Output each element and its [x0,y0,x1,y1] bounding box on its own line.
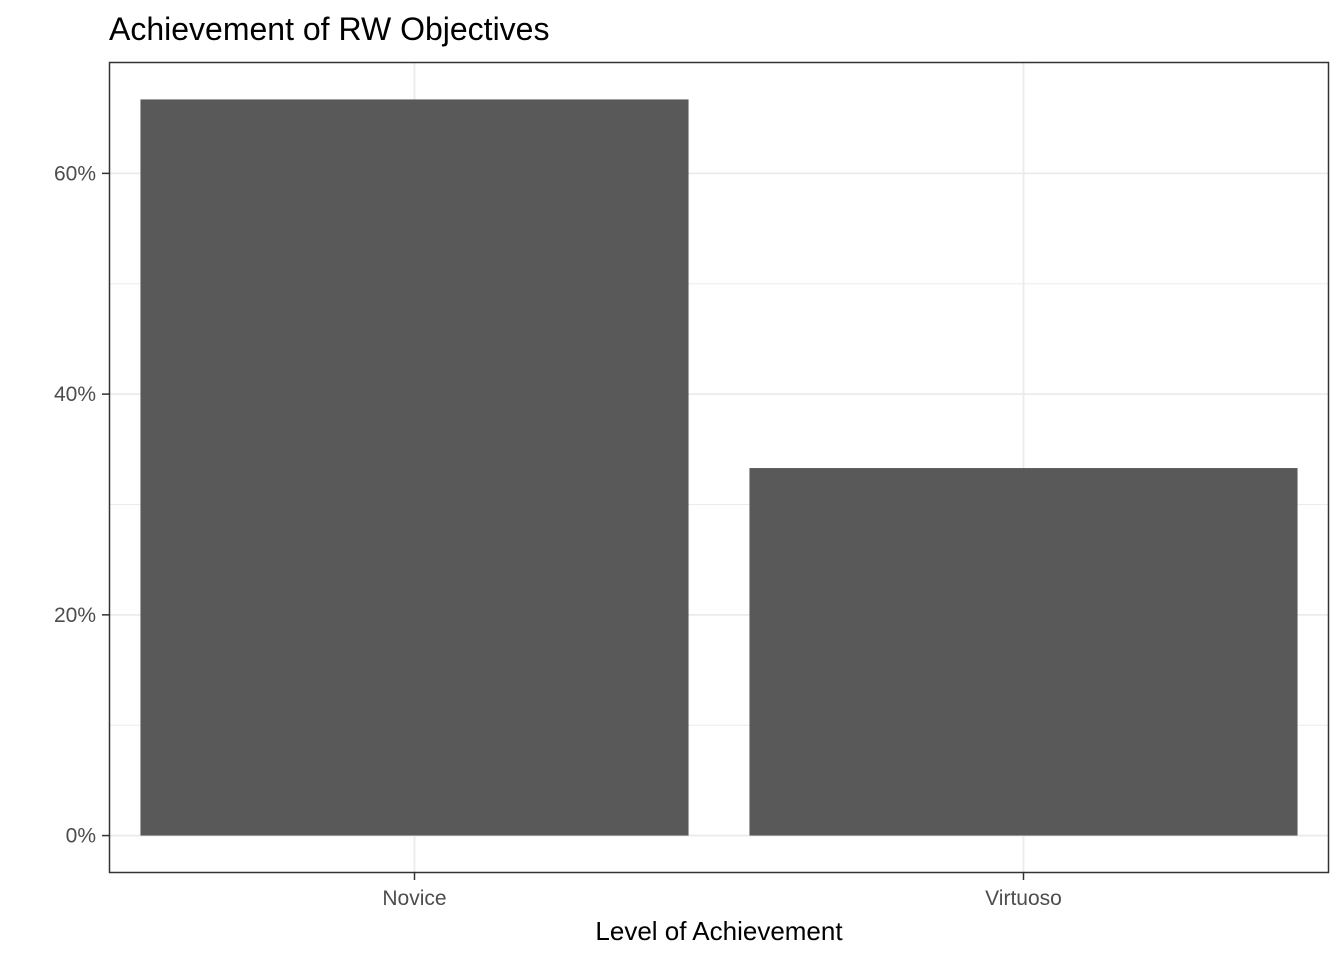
x-axis-title: Level of Achievement [595,916,843,946]
y-tick-label: 60% [54,162,96,185]
panel-border [108,61,1330,874]
y-tick-label: 40% [54,383,96,406]
bar-virtuoso [749,468,1298,836]
x-tick-label-virtuoso: Virtuoso [985,887,1062,910]
x-axis: Novice Virtuoso [382,872,1062,910]
y-axis: 0% 20% 40% 60% [54,162,110,848]
y-tick-label: 20% [54,604,96,627]
x-tick-label-novice: Novice [382,887,446,910]
bars [140,99,1298,836]
bar-novice [140,99,689,836]
y-tick-label: 0% [66,825,96,848]
chart-title: Achievement of RW Objectives [109,11,549,47]
